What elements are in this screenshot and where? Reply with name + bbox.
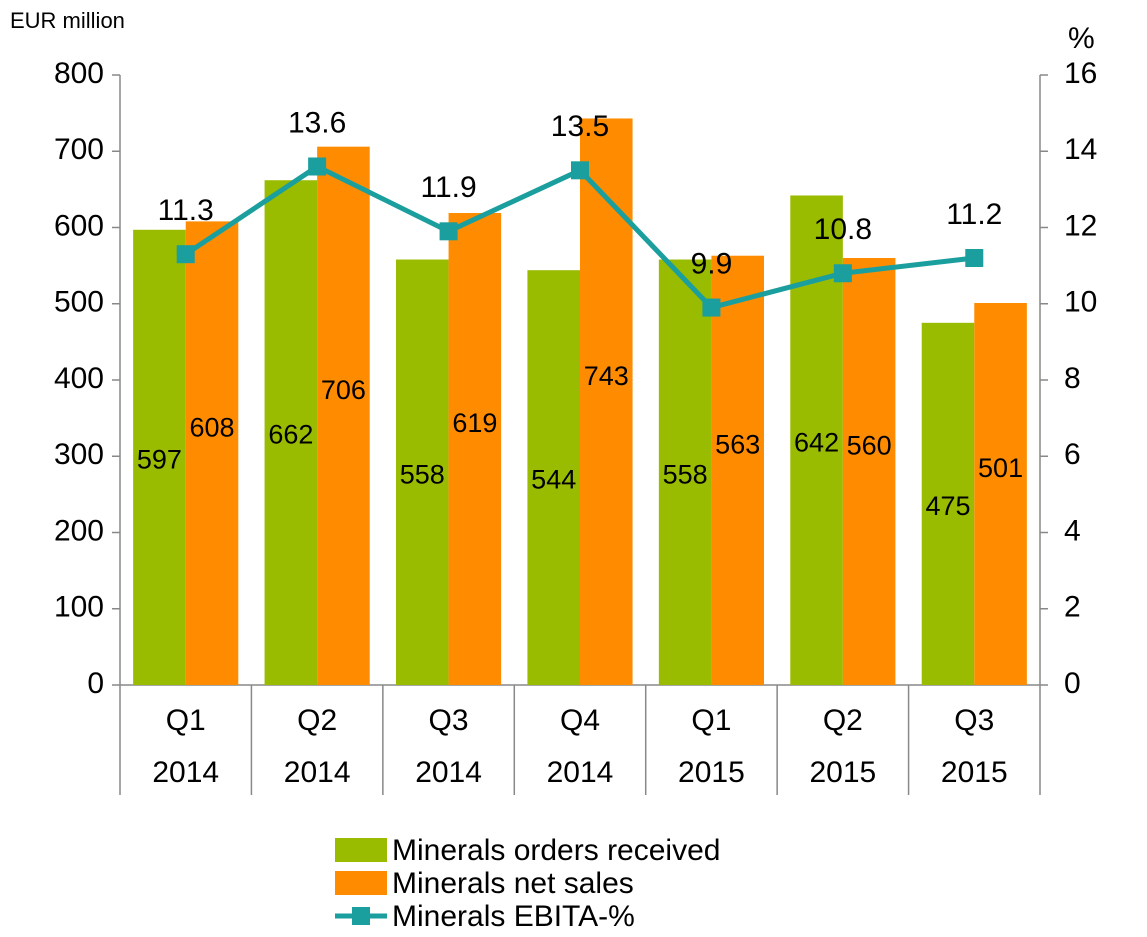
y-tick-label: 0 [87, 667, 104, 700]
x-tick-label: 2014 [152, 756, 219, 789]
y2-tick-label: 12 [1064, 209, 1097, 242]
y-tick-label: 600 [54, 209, 104, 242]
bar-value-label: 642 [794, 427, 839, 457]
y-tick-label: 300 [54, 438, 104, 471]
bar [133, 229, 186, 685]
y2-tick-label: 0 [1064, 667, 1081, 700]
x-tick-label: Q2 [297, 704, 337, 737]
bar-value-label: 475 [925, 491, 970, 521]
bar [317, 146, 370, 686]
line-value-label: 11.2 [946, 198, 1002, 231]
y-tick-label: 200 [54, 514, 104, 547]
bar-value-label: 563 [715, 429, 760, 459]
line-marker [702, 298, 721, 317]
bar [448, 213, 502, 685]
legend-swatch [352, 907, 370, 925]
y-tick-label: 800 [54, 57, 104, 90]
legend-label: Minerals EBITA-% [392, 900, 635, 933]
y-tick-label: 400 [54, 362, 104, 395]
y-tick-label: 500 [54, 286, 104, 319]
x-tick-label: 2014 [415, 756, 482, 789]
bar-value-label: 608 [189, 412, 234, 442]
bar [711, 255, 764, 685]
x-tick-label: 2014 [547, 756, 614, 789]
x-tick-label: 2014 [284, 756, 351, 789]
line-value-label: 11.9 [420, 171, 476, 204]
x-tick-label: Q1 [166, 704, 206, 737]
bar-value-label: 662 [268, 420, 313, 450]
bar [658, 259, 712, 685]
bar-value-label: 558 [663, 459, 708, 489]
legend-swatch [335, 871, 387, 895]
bar-value-label: 743 [584, 361, 629, 391]
y2-tick-label: 8 [1064, 362, 1081, 395]
line-value-label: 13.6 [288, 106, 346, 139]
bar [580, 118, 633, 685]
bar [185, 221, 239, 685]
bar [264, 180, 318, 685]
x-tick-label: 2015 [941, 756, 1008, 789]
bar-value-label: 544 [531, 465, 576, 495]
y2-tick-label: 6 [1064, 438, 1081, 471]
y-tick-label: 700 [54, 133, 104, 166]
y2-tick-label: 14 [1064, 133, 1097, 166]
x-tick-label: Q2 [823, 704, 863, 737]
bar-value-label: 706 [321, 375, 366, 405]
line-value-label: 11.3 [158, 194, 214, 227]
bar-value-label: 558 [400, 459, 445, 489]
line-marker [439, 222, 458, 241]
y-axis-label: EUR million [10, 8, 125, 33]
x-tick-label: 2015 [809, 756, 876, 789]
bar [527, 270, 580, 685]
bar [974, 302, 1027, 685]
bar-value-label: 597 [137, 445, 182, 475]
bar [842, 258, 896, 685]
y2-axis-label: % [1068, 22, 1095, 55]
line-marker [833, 264, 852, 283]
line-marker [176, 245, 195, 264]
x-tick-label: 2015 [678, 756, 745, 789]
y-tick-label: 100 [54, 591, 104, 624]
x-tick-label: Q1 [691, 704, 731, 737]
bar-value-label: 619 [452, 408, 497, 438]
bar [396, 259, 449, 685]
line-marker [965, 249, 984, 267]
line-value-label: 10.8 [814, 213, 872, 246]
line-value-label: 9.9 [691, 247, 733, 280]
x-tick-label: Q4 [560, 704, 600, 737]
legend-label: Minerals net sales [392, 867, 634, 900]
x-tick-label: Q3 [429, 704, 469, 737]
bar-value-label: 501 [978, 453, 1023, 483]
y2-tick-label: 10 [1064, 286, 1097, 319]
y2-tick-label: 2 [1064, 591, 1081, 624]
legend-swatch [335, 838, 387, 862]
line-value-label: 13.5 [551, 110, 609, 143]
y2-tick-label: 4 [1064, 514, 1081, 547]
y2-tick-label: 16 [1064, 57, 1097, 90]
x-tick-label: Q3 [954, 704, 994, 737]
bar-value-label: 560 [847, 431, 892, 461]
line-marker [571, 161, 589, 180]
line-marker [308, 157, 327, 176]
bar [921, 322, 975, 685]
legend-label: Minerals orders received [392, 834, 720, 867]
